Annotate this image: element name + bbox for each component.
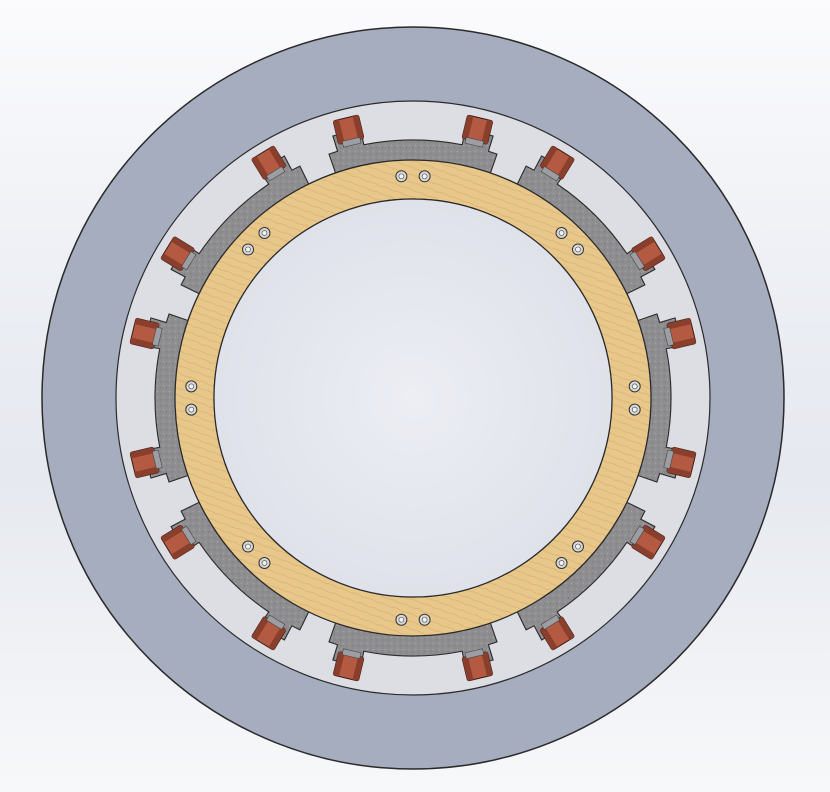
fastener [571, 540, 584, 553]
coil [160, 236, 197, 272]
coil-set [129, 114, 697, 682]
coil [629, 524, 666, 560]
coil [461, 648, 493, 682]
coil [251, 145, 287, 182]
coil [333, 648, 365, 682]
fastener [258, 556, 271, 569]
coil [333, 114, 365, 148]
fastener [185, 380, 198, 393]
fastener [395, 170, 408, 183]
fastener [418, 613, 431, 626]
fastener [571, 243, 584, 256]
fastener [258, 227, 271, 240]
coil [629, 236, 666, 272]
coil [663, 318, 697, 350]
coil [160, 524, 197, 560]
fastener [555, 227, 568, 240]
fastener [555, 556, 568, 569]
fastener [418, 170, 431, 183]
fastener [185, 403, 198, 416]
coil [539, 614, 575, 651]
stator-segments [143, 128, 683, 668]
coil [539, 145, 575, 182]
coil [129, 318, 163, 350]
coil [129, 446, 163, 478]
fastener [628, 403, 641, 416]
coil [251, 614, 287, 651]
coil [663, 446, 697, 478]
fastener [395, 613, 408, 626]
fastener [242, 243, 255, 256]
coil [461, 114, 493, 148]
fastener [242, 540, 255, 553]
center-opening [213, 198, 613, 598]
fastener-set [185, 170, 641, 626]
fastener [628, 380, 641, 393]
